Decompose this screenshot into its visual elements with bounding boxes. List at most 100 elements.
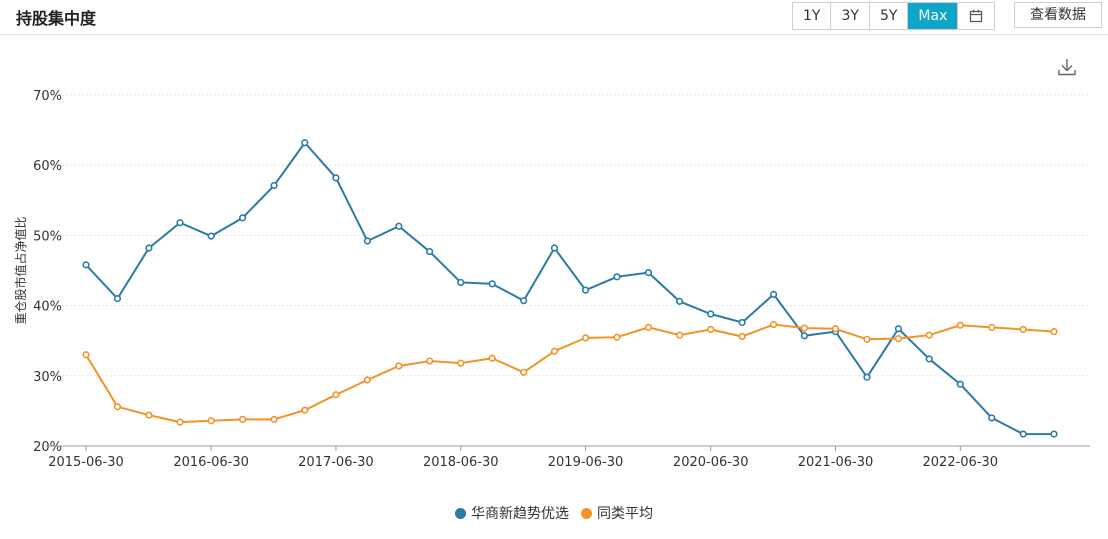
data-point-series2	[207, 417, 215, 425]
page-title: 持股集中度	[16, 9, 97, 28]
series-lines	[82, 139, 1058, 438]
legend-item-series2[interactable]: 同类平均	[581, 503, 653, 523]
data-point-series2	[176, 418, 184, 426]
range-5y-button[interactable]: 5Y	[869, 3, 909, 29]
data-point-series2	[113, 403, 122, 411]
data-point-series2	[520, 368, 528, 376]
data-point-series1	[457, 278, 465, 287]
x-tick-label: 2016-06-30	[173, 455, 249, 470]
data-point-series2	[675, 331, 684, 339]
grid-lines	[46, 94, 1090, 377]
x-tick-label: 2017-06-30	[298, 455, 374, 470]
data-point-series2	[145, 411, 153, 419]
data-point-series1	[581, 286, 590, 294]
data-point-series2	[988, 323, 996, 331]
download-icon	[1058, 59, 1076, 76]
data-point-series1	[145, 244, 153, 252]
data-point-series2	[925, 331, 933, 339]
data-point-series1	[82, 261, 90, 269]
data-point-series1	[113, 294, 122, 303]
y-tick-label: 70%	[33, 89, 62, 104]
data-point-series2	[363, 376, 372, 384]
x-tick-label: 2020-06-30	[673, 455, 749, 470]
data-point-series1	[988, 414, 996, 422]
data-point-series1	[488, 280, 496, 288]
data-point-series1	[863, 373, 871, 381]
range-1y-button[interactable]: 1Y	[793, 3, 832, 29]
data-point-series2	[800, 324, 808, 332]
data-point-series2	[550, 347, 559, 355]
x-tick-label: 2022-06-30	[923, 455, 999, 470]
data-point-series1	[332, 174, 340, 182]
data-point-series2	[488, 354, 496, 362]
data-point-series2	[770, 320, 778, 329]
data-point-series2	[956, 321, 964, 329]
y-tick-label: 40%	[33, 300, 62, 315]
data-point-series2	[894, 334, 903, 343]
view-data-button[interactable]: 查看数据	[1014, 2, 1102, 28]
y-tick-label: 50%	[33, 229, 62, 244]
data-point-series1	[207, 232, 215, 240]
legend: 华商新趋势优选 同类平均	[0, 503, 1108, 523]
data-point-series1	[1050, 430, 1058, 438]
data-point-series1	[1019, 430, 1027, 438]
legend-item-series1[interactable]: 华商新趋势优选	[455, 503, 569, 523]
data-point-series2	[426, 357, 434, 365]
data-point-series2	[457, 359, 465, 367]
y-tick-label: 30%	[33, 370, 62, 385]
legend-label-series1: 华商新趋势优选	[471, 506, 569, 522]
data-point-series1	[176, 219, 184, 227]
data-point-series2	[831, 325, 840, 333]
x-tick-label: 2019-06-30	[548, 455, 624, 470]
chart-header: 持股集中度 1Y 3Y 5Y Max 查看数据	[0, 0, 1108, 35]
data-point-series1	[925, 355, 933, 363]
series-line-1	[85, 141, 1054, 436]
range-max-button[interactable]: Max	[908, 3, 959, 29]
data-point-series1	[550, 244, 559, 252]
data-point-series1	[520, 297, 528, 305]
data-point-series1	[800, 332, 808, 340]
legend-dot-series2	[581, 507, 592, 519]
x-tick-label: 2015-06-30	[48, 455, 124, 470]
data-point-series1	[956, 380, 964, 388]
y-axis-title: 重仓股市值占净值比	[13, 216, 28, 324]
calendar-button[interactable]	[958, 3, 995, 29]
data-point-series1	[770, 290, 778, 298]
data-point-series1	[707, 310, 715, 318]
data-point-series1	[644, 269, 653, 277]
data-point-series1	[426, 247, 434, 256]
data-point-series1	[270, 181, 278, 190]
data-point-series2	[82, 351, 90, 359]
legend-dot-series1	[455, 507, 466, 519]
data-point-series2	[738, 332, 746, 341]
data-point-series2	[581, 334, 590, 342]
y-tick-label: 60%	[33, 159, 62, 174]
data-point-series2	[270, 415, 278, 423]
line-chart: 20% 30% 40% 50% 60% 70% 2015-06-30 2016-06-30 20…	[13, 89, 1090, 470]
data-point-series1	[894, 325, 903, 333]
series-line-2	[85, 323, 1055, 424]
data-point-series1	[301, 139, 309, 147]
calendar-icon	[970, 10, 983, 23]
data-point-series2	[1019, 325, 1027, 334]
data-point-series2	[1050, 327, 1058, 336]
y-tick-label: 20%	[33, 440, 62, 455]
data-point-series2	[644, 323, 653, 331]
data-point-series1	[395, 222, 403, 230]
data-point-series1	[738, 318, 746, 327]
x-tick-label: 2021-06-30	[798, 455, 874, 470]
data-point-series1	[675, 297, 684, 305]
data-point-series2	[301, 406, 309, 414]
data-point-series2	[332, 391, 340, 399]
range-selector: 1Y 3Y 5Y Max	[792, 2, 996, 30]
download-button[interactable]	[1056, 56, 1078, 78]
data-point-series2	[863, 335, 871, 343]
range-3y-button[interactable]: 3Y	[831, 3, 870, 29]
data-point-series1	[363, 237, 372, 245]
axes: 20% 30% 40% 50% 60% 70% 2015-06-30 2016-06-30 20…	[13, 89, 1090, 470]
x-tick-label: 2018-06-30	[423, 455, 499, 470]
data-point-series2	[613, 333, 621, 341]
data-point-series2	[239, 415, 247, 423]
data-point-series2	[707, 325, 715, 334]
data-point-series2	[395, 362, 403, 370]
